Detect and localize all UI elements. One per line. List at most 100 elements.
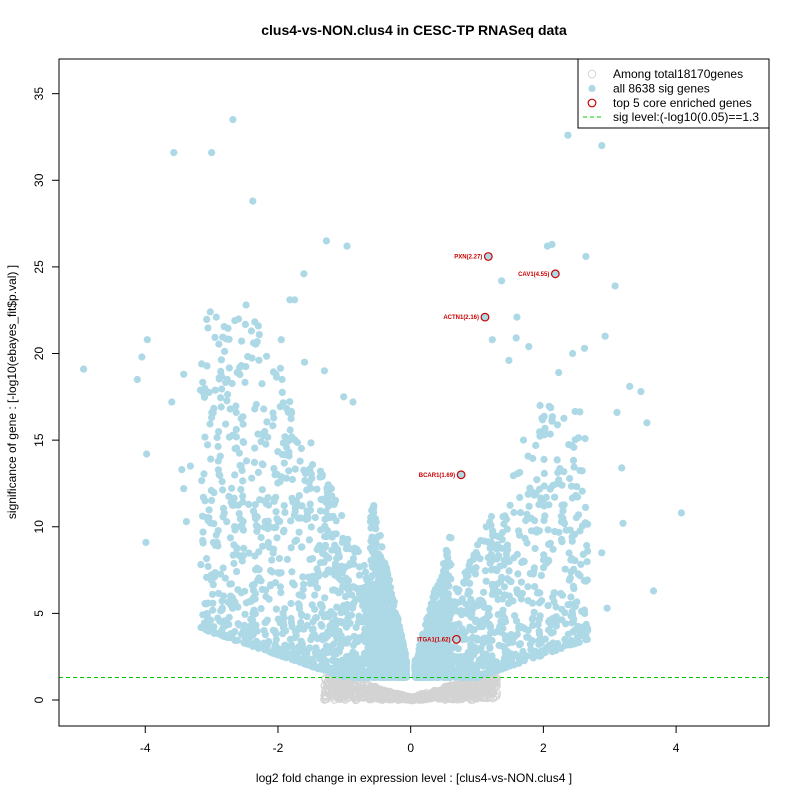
sig-point	[368, 587, 376, 595]
sig-point	[219, 504, 228, 512]
sig-point	[298, 647, 306, 656]
sig-point	[208, 590, 217, 598]
sig-point	[199, 378, 207, 386]
sig-point	[316, 507, 325, 515]
sig-point	[324, 567, 332, 575]
sig-point	[455, 598, 464, 606]
sig-point	[439, 572, 447, 580]
sig-point	[311, 513, 319, 522]
sig-point	[394, 634, 402, 642]
sig-point	[611, 282, 619, 290]
sig-point	[425, 635, 433, 643]
sig-point	[461, 569, 469, 577]
sig-point	[516, 468, 524, 477]
sig-point	[379, 584, 387, 592]
sig-point	[486, 520, 494, 529]
sig-point	[274, 651, 282, 659]
sig-point	[488, 636, 496, 645]
sig-point	[251, 552, 259, 560]
sig-point	[341, 593, 350, 601]
background-point	[415, 695, 424, 704]
sig-point	[214, 527, 222, 535]
sig-point	[80, 365, 88, 373]
sig-point	[503, 648, 511, 656]
sig-point	[519, 436, 528, 444]
sig-point	[360, 631, 368, 639]
y-tick-label: 25	[32, 260, 46, 274]
sig-point	[562, 526, 570, 534]
sig-point	[282, 627, 290, 635]
sig-point	[286, 398, 294, 406]
sig-point	[281, 605, 289, 613]
background-point	[380, 690, 389, 700]
sig-point	[321, 522, 329, 530]
sig-point	[414, 666, 422, 674]
sig-point	[531, 544, 539, 553]
sig-point	[549, 639, 557, 647]
sig-point	[368, 672, 376, 680]
sig-point	[178, 466, 186, 474]
sig-point	[307, 523, 315, 531]
background-point	[338, 684, 347, 694]
sig-point	[571, 626, 580, 634]
sig-point	[241, 610, 249, 618]
sig-point	[352, 655, 360, 663]
sig-point	[499, 624, 507, 633]
sig-point	[343, 242, 351, 250]
sig-point	[210, 489, 218, 497]
sig-point	[535, 616, 543, 624]
sig-point	[426, 623, 434, 631]
sig-point	[313, 634, 321, 642]
sig-point	[395, 644, 403, 653]
top-gene-label: ACTN1(2.16)	[443, 315, 479, 321]
background-point	[334, 692, 344, 702]
sig-point	[530, 608, 538, 616]
sig-point	[285, 467, 293, 475]
sig-point	[246, 633, 254, 641]
sig-point	[468, 626, 476, 634]
sig-point	[328, 492, 336, 500]
sig-point	[511, 633, 519, 641]
sig-point	[170, 149, 178, 157]
sig-point	[313, 545, 321, 554]
sig-point	[321, 594, 329, 602]
sig-point	[486, 644, 494, 652]
background-point	[468, 691, 478, 701]
sig-point	[558, 481, 566, 489]
sig-point	[598, 549, 606, 557]
sig-points	[80, 116, 686, 682]
sig-point	[540, 500, 548, 508]
sig-point	[528, 651, 537, 660]
sig-point	[329, 656, 337, 664]
sig-point	[295, 657, 303, 665]
sig-point	[505, 567, 513, 575]
sig-point	[510, 554, 518, 562]
background-point	[479, 680, 489, 690]
sig-point	[309, 461, 317, 469]
sig-point	[564, 131, 572, 139]
sig-point	[203, 573, 211, 581]
sig-point	[290, 581, 298, 589]
x-tick-label: -2	[273, 741, 284, 755]
sig-point	[229, 431, 237, 439]
sig-point	[290, 511, 298, 519]
background-point	[491, 691, 501, 701]
sig-point	[306, 506, 315, 514]
sig-point	[242, 363, 250, 371]
sig-point	[229, 116, 237, 124]
sig-point	[578, 487, 586, 495]
sig-point	[349, 641, 358, 649]
sig-point	[499, 513, 507, 521]
sig-point	[555, 528, 563, 536]
sig-point	[613, 408, 621, 416]
sig-point	[502, 635, 510, 644]
sig-point	[477, 597, 485, 605]
sig-point	[460, 672, 469, 680]
sig-point	[487, 623, 495, 631]
sig-point	[390, 666, 398, 674]
sig-point	[553, 421, 562, 429]
sig-point	[251, 405, 259, 413]
sig-point	[207, 455, 215, 463]
sig-point	[468, 641, 476, 649]
sig-point	[203, 555, 211, 563]
